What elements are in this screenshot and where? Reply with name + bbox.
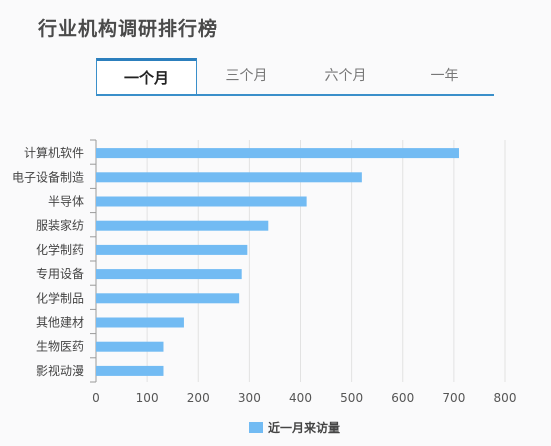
legend-swatch <box>249 422 263 433</box>
x-tick-label: 400 <box>289 391 312 405</box>
x-tick-label: 100 <box>136 391 159 405</box>
category-label: 影视动漫 <box>36 363 84 378</box>
x-tick-label: 700 <box>442 391 465 405</box>
bar[interactable] <box>96 341 164 352</box>
category-label: 计算机软件 <box>24 145 84 160</box>
x-tick-label: 500 <box>340 391 363 405</box>
period-tabs: 一个月 三个月 六个月 一年 <box>96 58 494 96</box>
tab-one-year[interactable]: 一年 <box>430 68 459 84</box>
category-label: 专用设备 <box>36 266 84 281</box>
bar[interactable] <box>96 196 307 207</box>
bar[interactable] <box>96 293 240 304</box>
bars <box>96 148 459 376</box>
bar[interactable] <box>96 365 164 376</box>
category-label: 生物医药 <box>36 340 84 354</box>
axes <box>90 139 97 383</box>
category-label: 其他建材 <box>36 316 84 330</box>
bar[interactable] <box>96 317 184 328</box>
tab-one-month[interactable]: 一个月 <box>96 58 197 94</box>
legend[interactable]: 近一月来访量 <box>249 420 340 435</box>
legend-label: 近一月来访量 <box>268 420 340 435</box>
page-title: 行业机构调研排行榜 <box>38 18 219 40</box>
category-label: 半导体 <box>48 195 84 209</box>
bar[interactable] <box>96 244 248 255</box>
x-tick-label: 800 <box>494 391 517 405</box>
bar[interactable] <box>96 220 269 231</box>
x-tick-label: 0 <box>92 391 100 405</box>
bar[interactable] <box>96 269 242 280</box>
tab-six-months[interactable]: 六个月 <box>324 68 367 84</box>
x-tick-label: 200 <box>187 391 210 405</box>
category-label: 电子设备制造 <box>12 170 84 184</box>
category-label: 化学制药 <box>36 242 84 257</box>
tab-three-months[interactable]: 三个月 <box>225 68 268 84</box>
x-tick-label: 300 <box>238 391 261 405</box>
x-tick-labels: 0 100 200 300 400 500 600 700 800 <box>92 391 516 405</box>
bar[interactable] <box>96 148 459 159</box>
category-labels: 计算机软件电子设备制造半导体服装家纺化学制药专用设备化学制品其他建材生物医药影视… <box>12 145 84 378</box>
category-label: 化学制品 <box>36 290 84 305</box>
bar[interactable] <box>96 172 362 183</box>
x-tick-label: 600 <box>391 391 414 405</box>
category-label: 服装家纺 <box>36 218 84 233</box>
